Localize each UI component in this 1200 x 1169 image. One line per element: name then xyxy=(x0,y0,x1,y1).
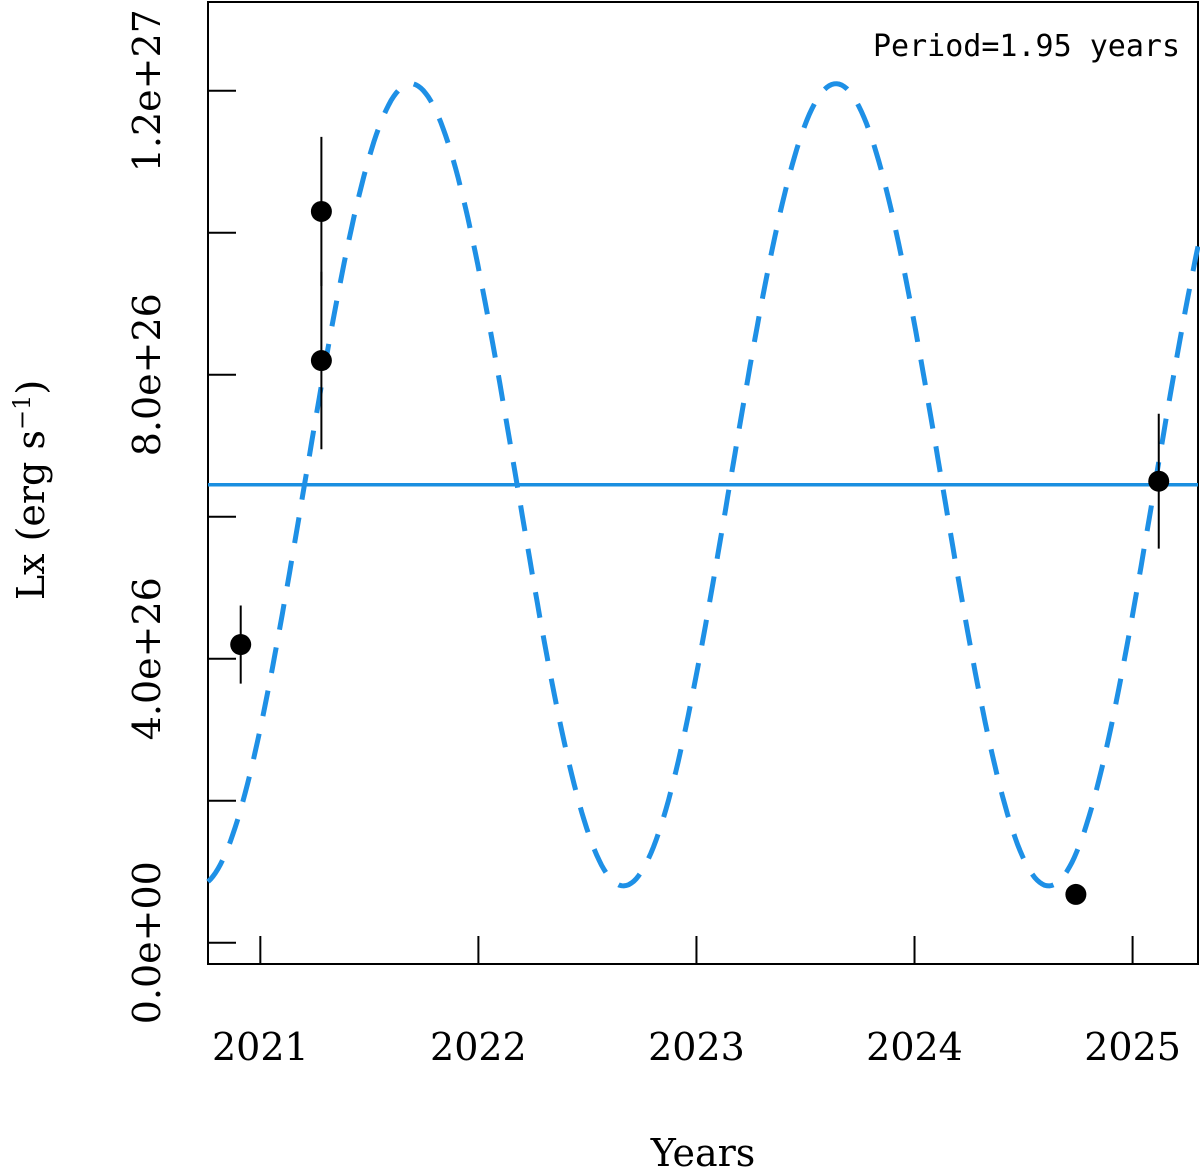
y-axis-ticks: 0.0e+00 4.0e+26 8.0e+26 1.2e+27 xyxy=(125,9,236,1024)
data-points xyxy=(230,136,1170,905)
x-axis-title: Years xyxy=(650,1131,756,1169)
x-tick-label: 2025 xyxy=(1084,1025,1181,1069)
y-tick-label: 4.0e+26 xyxy=(125,577,169,740)
y-axis-title-main: Lx (erg s xyxy=(9,430,53,600)
model-curve xyxy=(206,81,1200,889)
x-axis-ticks: 2021 2022 2023 2024 2025 xyxy=(212,936,1181,1069)
period-annotation: Period=1.95 years xyxy=(873,29,1180,64)
data-point xyxy=(310,350,332,372)
y-tick-label: 1.2e+27 xyxy=(125,9,169,172)
data-point xyxy=(310,200,332,222)
x-tick-label: 2024 xyxy=(866,1025,963,1069)
x-tick-label: 2021 xyxy=(212,1025,309,1069)
plot-frame xyxy=(207,1,1199,965)
data-point xyxy=(1065,883,1087,905)
y-tick-label: 0.0e+00 xyxy=(125,861,169,1024)
data-point xyxy=(1148,470,1170,492)
y-tick-label: 8.0e+26 xyxy=(125,293,169,456)
x-tick-label: 2022 xyxy=(430,1025,527,1069)
y-axis-title-close: ) xyxy=(9,380,53,395)
x-tick-label: 2023 xyxy=(648,1025,745,1069)
y-axis-title-exponent: −1 xyxy=(8,395,36,430)
data-point xyxy=(230,634,252,656)
y-axis-title: Lx (erg s−1) xyxy=(8,380,53,600)
